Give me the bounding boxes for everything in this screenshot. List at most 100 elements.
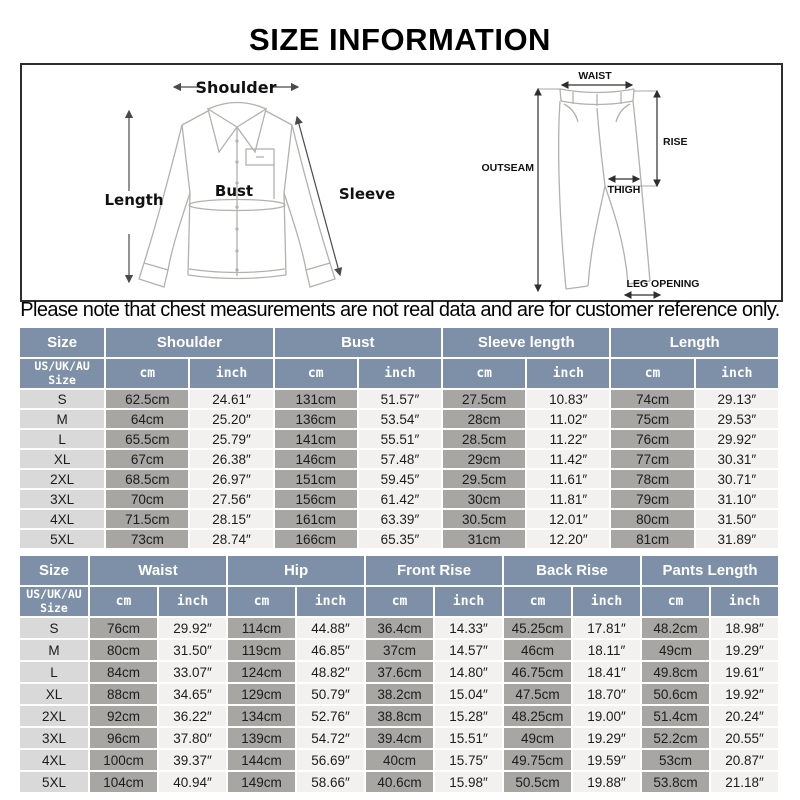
- cm-value: 49cm: [642, 640, 710, 660]
- size-row-l: L 84cm 33.07″ 124cm 48.82″ 37.6cm 14.80″ 46.75c…: [20, 662, 779, 682]
- inch-value: 29.92″: [695, 430, 778, 448]
- pants-outline-drawing: [558, 88, 651, 290]
- inch-value: 12.20″: [527, 530, 610, 548]
- cm-value: 81cm: [611, 530, 694, 548]
- pants-table-unit-header-row: US/UK/AU Size cm inch cm inch cm inch cm…: [20, 587, 779, 616]
- sleeve-length-column-header: Sleeve length: [443, 328, 610, 357]
- cm-value: 28.5cm: [443, 430, 526, 448]
- inch-value: 29.53″: [695, 410, 778, 428]
- inch-value: 37.80″: [159, 728, 227, 748]
- inch-value: 11.02″: [527, 410, 610, 428]
- size-value: S: [20, 390, 105, 408]
- size-value: 5XL: [20, 530, 105, 548]
- inch-value: 26.97″: [190, 470, 273, 488]
- cm-value: 76cm: [611, 430, 694, 448]
- outseam-label: OUTSEAM: [482, 162, 535, 174]
- cm-value: 49.8cm: [642, 662, 710, 682]
- inch-value: 24.61″: [190, 390, 273, 408]
- leg-opening-label: LEG OPENING: [627, 278, 700, 290]
- inch-unit-header: inch: [711, 587, 779, 616]
- size-value: L: [20, 430, 105, 448]
- cm-value: 48.25cm: [504, 706, 572, 726]
- cm-unit-header: cm: [228, 587, 296, 616]
- cm-value: 75cm: [611, 410, 694, 428]
- inch-value: 18.11″: [573, 640, 641, 660]
- cm-value: 73cm: [106, 530, 189, 548]
- cm-unit-header: cm: [642, 587, 710, 616]
- cm-unit-header: cm: [90, 587, 157, 616]
- inch-value: 20.87″: [711, 750, 779, 770]
- cm-unit-header: cm: [443, 359, 526, 388]
- inch-value: 26.38″: [190, 450, 273, 468]
- bust-column-header: Bust: [274, 328, 442, 357]
- size-row-xl: XL 67cm 26.38″ 146cm 57.48″ 29cm 11.42″ 77cm 30.…: [20, 450, 778, 468]
- size-row-4xl: 4XL 71.5cm 28.15″ 161cm 63.39″ 30.5cm 12.01″ 80…: [20, 510, 778, 528]
- inch-value: 18.41″: [573, 662, 641, 682]
- inch-value: 46.85″: [297, 640, 365, 660]
- cm-value: 80cm: [611, 510, 694, 528]
- inch-value: 19.88″: [573, 772, 641, 792]
- cm-value: 70cm: [106, 490, 189, 508]
- cm-value: 161cm: [274, 510, 357, 528]
- size-row-3xl: 3XL 70cm 27.56″ 156cm 61.42″ 30cm 11.81″ 79cm 31…: [20, 490, 778, 508]
- size-value: XL: [20, 450, 105, 468]
- cm-unit-header: cm: [366, 587, 434, 616]
- inch-value: 19.59″: [573, 750, 641, 770]
- size-value: M: [20, 640, 88, 660]
- inch-value: 63.39″: [358, 510, 442, 528]
- cm-value: 139cm: [228, 728, 296, 748]
- inch-unit-header: inch: [190, 359, 273, 388]
- shirt-table-unit-header-row: US/UK/AU Size cm inch cm inch cm inch cm…: [20, 359, 778, 388]
- inch-value: 15.75″: [435, 750, 503, 770]
- inch-value: 53.54″: [358, 410, 442, 428]
- inch-value: 50.79″: [297, 684, 365, 704]
- cm-value: 48.2cm: [642, 618, 710, 638]
- size-value: 2XL: [20, 706, 88, 726]
- cm-value: 27.5cm: [443, 390, 526, 408]
- inch-value: 40.94″: [159, 772, 227, 792]
- size-row-s: S 76cm 29.92″ 114cm 44.88″ 36.4cm 14.33″ 45.25c…: [20, 618, 779, 638]
- cm-value: 31cm: [443, 530, 526, 548]
- inch-value: 58.66″: [297, 772, 365, 792]
- shirt-dimension-arrows: [124, 82, 343, 284]
- cm-value: 46cm: [504, 640, 572, 660]
- inch-value: 31.50″: [695, 510, 778, 528]
- rise-label: RISE: [663, 136, 688, 148]
- inch-unit-header: inch: [159, 587, 227, 616]
- shoulder-column-header: Shoulder: [106, 328, 273, 357]
- size-row-s: S 62.5cm 24.61″ 131cm 51.57″ 27.5cm 10.83″ 74cm…: [20, 390, 778, 408]
- inch-value: 65.35″: [358, 530, 442, 548]
- cm-value: 30cm: [443, 490, 526, 508]
- front-rise-column-header: Front Rise: [366, 556, 503, 585]
- cm-value: 76cm: [90, 618, 157, 638]
- size-value: 3XL: [20, 490, 105, 508]
- size-row-5xl: 5XL 73cm 28.74″ 166cm 65.35″ 31cm 12.20″ 81cm 31…: [20, 530, 778, 548]
- cm-value: 119cm: [228, 640, 296, 660]
- inch-value: 19.29″: [711, 640, 779, 660]
- size-column-header: Size: [20, 556, 88, 585]
- inch-value: 19.29″: [573, 728, 641, 748]
- cm-value: 29.5cm: [443, 470, 526, 488]
- inch-value: 39.37″: [159, 750, 227, 770]
- cm-value: 156cm: [274, 490, 357, 508]
- shirt-size-table: Size Shoulder Bust Sleeve length Length …: [18, 326, 780, 550]
- cm-value: 68.5cm: [106, 470, 189, 488]
- inch-value: 15.04″: [435, 684, 503, 704]
- inch-value: 51.57″: [358, 390, 442, 408]
- hip-column-header: Hip: [228, 556, 365, 585]
- cm-unit-header: cm: [274, 359, 357, 388]
- inch-value: 48.82″: [297, 662, 365, 682]
- size-row-4xl: 4XL 100cm 39.37″ 144cm 56.69″ 40cm 15.75″ 49.75…: [20, 750, 779, 770]
- cm-value: 100cm: [90, 750, 157, 770]
- pants-length-column-header: Pants Length: [642, 556, 779, 585]
- cm-value: 141cm: [274, 430, 357, 448]
- back-rise-column-header: Back Rise: [504, 556, 641, 585]
- inch-value: 52.76″: [297, 706, 365, 726]
- cm-value: 37cm: [366, 640, 434, 660]
- inch-unit-header: inch: [695, 359, 778, 388]
- inch-value: 11.42″: [527, 450, 610, 468]
- inch-value: 34.65″: [159, 684, 227, 704]
- inch-value: 18.70″: [573, 684, 641, 704]
- cm-value: 84cm: [90, 662, 157, 682]
